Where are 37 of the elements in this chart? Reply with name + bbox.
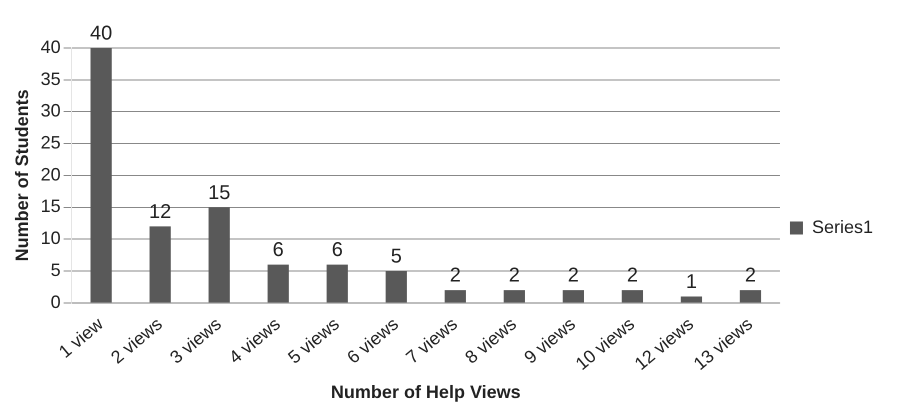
data-label: 12: [149, 200, 172, 223]
data-label: 6: [332, 239, 343, 262]
bar: [680, 296, 702, 302]
data-label: 1: [686, 270, 697, 293]
y-tick-label: 40: [40, 36, 61, 57]
y-tick-label: 25: [40, 132, 61, 153]
y-tick-label: 0: [50, 292, 61, 312]
y-tick-label: 20: [40, 164, 61, 184]
bar: [740, 290, 762, 302]
bar: [150, 226, 171, 302]
x-tick-label: 1 view: [54, 313, 108, 362]
y-tick-label: 15: [40, 196, 61, 216]
data-label: 2: [568, 264, 579, 287]
bar: [504, 290, 525, 302]
y-tick-label: 10: [40, 228, 61, 248]
data-label: 40: [90, 22, 112, 45]
y-tick-label: 5: [50, 260, 61, 280]
data-label: 2: [450, 264, 461, 287]
data-label: 6: [272, 239, 284, 262]
legend-label: Series1: [812, 216, 873, 237]
data-label: 2: [744, 264, 756, 287]
bar: [622, 290, 644, 302]
bar: [386, 270, 407, 302]
bar: [268, 264, 289, 302]
data-label: 5: [390, 246, 402, 268]
x-axis-title: Number of Help Views: [330, 382, 521, 402]
bar: [444, 290, 466, 302]
data-label: 15: [208, 182, 230, 204]
y-tick-label: 35: [40, 68, 61, 89]
bar: [326, 264, 348, 302]
y-axis-title: Number of Students: [12, 89, 32, 262]
bar: [562, 290, 584, 302]
data-label: 2: [626, 264, 638, 287]
bar: [90, 48, 112, 302]
bar: [208, 207, 230, 302]
data-label: 2: [508, 264, 520, 287]
y-tick-label: 30: [40, 100, 61, 121]
